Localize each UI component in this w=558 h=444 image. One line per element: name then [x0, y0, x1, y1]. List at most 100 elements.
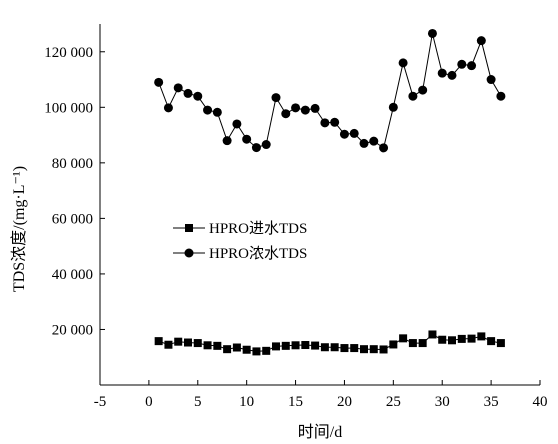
data-point-square — [399, 334, 408, 343]
data-point-square — [252, 347, 261, 356]
legend-entry-concentrate: HPRO浓水TDS — [173, 245, 307, 262]
data-point-square — [438, 335, 447, 344]
data-point-square — [281, 341, 290, 350]
y-tick-label: 40 000 — [52, 267, 93, 283]
data-point-circle — [212, 107, 222, 117]
x-tick-label: 35 — [484, 394, 499, 410]
data-point-circle — [339, 129, 349, 139]
data-point-circle — [408, 91, 418, 101]
data-point-square — [272, 342, 280, 351]
series-line — [158, 33, 502, 149]
data-point-square — [203, 341, 212, 350]
data-point-square — [311, 341, 320, 350]
data-point-square — [340, 344, 349, 353]
data-point-square — [301, 341, 310, 350]
x-tick-label: 30 — [435, 394, 450, 410]
data-point-square — [213, 341, 222, 350]
y-tick-label: 80 000 — [52, 156, 93, 172]
data-point-square — [467, 334, 476, 343]
legend-square-marker — [185, 224, 193, 232]
data-point-circle — [281, 109, 291, 119]
data-point-circle — [359, 138, 369, 148]
data-point-circle — [154, 77, 164, 87]
legend: HPRO进水TDS HPRO浓水TDS — [173, 220, 307, 262]
data-point-circle — [330, 117, 340, 127]
plot-area: -5 0 5 10 15 20 25 30 35 40 20 000 40 000 60 000 80 … — [44, 24, 548, 410]
data-point-circle — [427, 28, 437, 38]
data-point-circle — [398, 58, 408, 68]
x-tick-label: 0 — [145, 394, 153, 410]
data-point-square — [193, 339, 202, 348]
data-point-square — [418, 339, 427, 348]
x-axis-ticks: -5 0 5 10 15 20 25 30 35 40 — [94, 380, 548, 410]
data-point-square — [262, 346, 271, 355]
x-axis-title: 时间/d — [298, 423, 342, 441]
data-point-circle — [300, 105, 310, 115]
data-point-circle — [271, 93, 281, 103]
data-point-square — [477, 332, 486, 341]
data-point-circle — [251, 143, 261, 153]
data-point-square — [164, 340, 173, 349]
data-point-square — [448, 336, 456, 345]
y-tick-label: 20 000 — [52, 322, 93, 338]
data-point-circle — [486, 75, 496, 85]
data-point-square — [242, 345, 251, 354]
series-inflow — [154, 330, 505, 356]
data-point-circle — [242, 134, 252, 144]
x-tick-label: 5 — [194, 394, 202, 410]
x-tick-label: 15 — [288, 394, 303, 410]
y-axis-ticks: 20 000 40 000 60 000 80 000 100 000 120 000 — [44, 45, 105, 338]
data-point-circle — [203, 105, 213, 115]
data-point-circle — [222, 136, 232, 146]
data-point-square — [184, 338, 192, 347]
legend-label-concentrate: HPRO浓水TDS — [209, 245, 307, 262]
series-concentrate — [154, 28, 506, 153]
x-tick-label: 25 — [386, 394, 401, 410]
data-point-circle — [291, 103, 301, 113]
legend-circle-marker — [184, 248, 194, 258]
data-point-square — [389, 340, 398, 349]
data-point-square — [174, 337, 183, 346]
data-point-circle — [163, 103, 173, 113]
y-tick-label: 100 000 — [44, 100, 93, 116]
data-point-square — [487, 337, 496, 346]
data-point-circle — [369, 136, 379, 146]
data-point-circle — [310, 103, 320, 113]
data-point-square — [232, 343, 241, 352]
data-point-circle — [457, 59, 467, 69]
data-point-circle — [183, 88, 193, 98]
x-tick-label: -5 — [94, 394, 107, 410]
x-tick-label: 40 — [533, 394, 548, 410]
y-tick-label: 120 000 — [44, 45, 93, 61]
data-point-square — [428, 330, 437, 339]
data-point-square — [320, 343, 329, 352]
data-point-circle — [232, 119, 242, 129]
legend-entry-inflow: HPRO进水TDS — [173, 220, 307, 237]
data-point-circle — [320, 118, 330, 128]
data-point-circle — [193, 91, 203, 101]
data-point-circle — [379, 143, 389, 153]
data-point-circle — [447, 70, 457, 80]
data-point-square — [379, 345, 388, 354]
data-point-square — [291, 341, 300, 350]
data-point-circle — [418, 85, 428, 95]
data-point-square — [223, 345, 232, 354]
y-tick-label: 60 000 — [52, 211, 93, 227]
series-layer — [154, 28, 506, 356]
data-point-circle — [467, 61, 477, 71]
data-point-square — [408, 339, 417, 348]
data-point-circle — [496, 91, 506, 101]
legend-label-inflow: HPRO进水TDS — [209, 220, 307, 237]
y-axis-title: TDS浓度/(mg·L⁻¹) — [10, 166, 28, 292]
data-point-square — [457, 334, 466, 343]
data-point-circle — [261, 140, 271, 150]
x-tick-label: 10 — [239, 394, 254, 410]
data-point-square — [330, 343, 339, 352]
data-point-square — [154, 337, 163, 346]
data-point-circle — [349, 128, 359, 138]
data-point-circle — [173, 83, 183, 93]
data-point-circle — [476, 36, 486, 46]
data-point-square — [360, 345, 368, 354]
data-point-circle — [437, 68, 447, 78]
